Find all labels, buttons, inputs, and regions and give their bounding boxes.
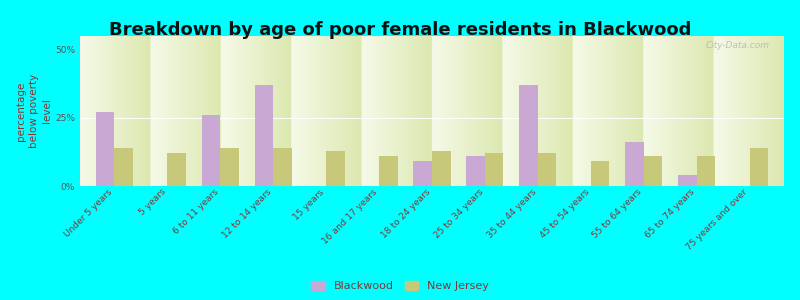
Bar [678,175,697,186]
Bar [202,115,220,186]
Bar [697,156,715,186]
Text: Breakdown by age of poor female residents in Blackwood: Breakdown by age of poor female resident… [109,21,691,39]
Bar [414,161,432,186]
Bar [379,156,398,186]
Bar [750,148,768,186]
Bar [326,151,345,186]
Bar [274,148,292,186]
Y-axis label: percentage
below poverty
level: percentage below poverty level [16,74,52,148]
Bar [485,153,503,186]
Text: City-Data.com: City-Data.com [706,40,770,50]
Bar [220,148,238,186]
Legend: Blackwood, New Jersey: Blackwood, New Jersey [311,281,489,291]
Bar [432,151,450,186]
Bar [114,148,133,186]
Bar [538,153,556,186]
Bar [644,156,662,186]
Bar [626,142,644,186]
Bar [466,156,485,186]
Bar [519,85,538,186]
Bar [96,112,114,186]
Bar [590,161,610,186]
Bar [167,153,186,186]
Bar [254,85,274,186]
